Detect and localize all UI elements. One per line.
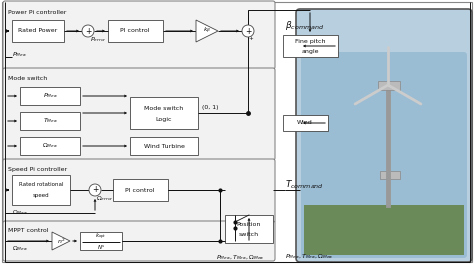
FancyBboxPatch shape (3, 221, 275, 261)
Bar (283, 115, 328, 131)
Bar (20, 112, 80, 130)
Bar (12, 175, 70, 205)
Text: $\beta_{command}$: $\beta_{command}$ (285, 18, 324, 31)
Bar (380, 171, 400, 179)
Bar (12, 20, 64, 42)
Text: +: + (85, 26, 91, 35)
Text: Logic: Logic (156, 117, 172, 122)
Text: $n^2$: $n^2$ (57, 236, 65, 246)
FancyBboxPatch shape (301, 52, 467, 258)
Text: (0, 1): (0, 1) (202, 105, 219, 110)
Text: PI control: PI control (120, 29, 150, 34)
Text: $P_{error}$: $P_{error}$ (90, 36, 107, 44)
Text: $k_\beta$: $k_\beta$ (203, 26, 211, 36)
Bar (20, 87, 80, 105)
Text: $N^s$: $N^s$ (97, 244, 105, 252)
Circle shape (89, 184, 101, 196)
Circle shape (242, 25, 254, 37)
Polygon shape (196, 20, 218, 42)
Text: $P_{Mea}$: $P_{Mea}$ (43, 92, 57, 100)
FancyBboxPatch shape (3, 159, 275, 223)
Text: $\Omega_{Mea}$: $\Omega_{Mea}$ (12, 209, 27, 218)
Text: $P_{Mea}$: $P_{Mea}$ (12, 50, 27, 59)
Text: Mode switch: Mode switch (145, 106, 183, 111)
Text: +: + (245, 26, 251, 35)
Text: angle: angle (301, 50, 319, 54)
Text: Power Pi controller: Power Pi controller (8, 10, 66, 15)
Text: Fine pitch: Fine pitch (295, 40, 325, 45)
Text: Rated rotational: Rated rotational (19, 182, 63, 187)
Text: $\Omega_{error}$: $\Omega_{error}$ (96, 195, 114, 204)
Bar (225, 215, 273, 243)
Circle shape (82, 25, 94, 37)
Text: Mode switch: Mode switch (8, 76, 47, 81)
Bar (304, 205, 464, 255)
Bar (108, 20, 163, 42)
Bar (80, 232, 122, 250)
Text: $k_{opt}$: $k_{opt}$ (95, 232, 107, 242)
Text: +: + (92, 186, 98, 195)
Text: $T_{Mea}$: $T_{Mea}$ (43, 116, 57, 125)
Text: Rated Power: Rated Power (18, 29, 58, 34)
FancyBboxPatch shape (3, 1, 275, 69)
FancyBboxPatch shape (3, 68, 275, 160)
Text: PI control: PI control (125, 187, 155, 192)
Text: $P_{Mea}, T_{Mea}, \Omega_{Mea}$: $P_{Mea}, T_{Mea}, \Omega_{Mea}$ (216, 254, 264, 262)
Text: Speed Pi controller: Speed Pi controller (8, 167, 67, 172)
Text: +: + (249, 36, 254, 41)
Bar (283, 35, 338, 57)
Bar (113, 179, 168, 201)
Text: $\Omega_{Mea}$: $\Omega_{Mea}$ (42, 142, 58, 150)
Text: $T_{command}$: $T_{command}$ (285, 179, 324, 191)
FancyBboxPatch shape (296, 9, 472, 262)
Text: MPPT control: MPPT control (8, 228, 48, 233)
Text: Position: Position (237, 221, 261, 227)
Text: $P_{Mea}, T_{Mea}, \Omega_{Mea}$: $P_{Mea}, T_{Mea}, \Omega_{Mea}$ (285, 253, 333, 261)
Bar (378, 81, 400, 90)
Bar (20, 137, 80, 155)
Text: $\Omega_{Mea}$: $\Omega_{Mea}$ (12, 244, 27, 253)
Bar (130, 137, 198, 155)
Polygon shape (52, 232, 70, 250)
Text: Wind Turbine: Wind Turbine (144, 144, 184, 148)
Text: speed: speed (33, 194, 49, 199)
Text: switch: switch (239, 233, 259, 238)
Bar (130, 97, 198, 129)
Text: Wind: Wind (297, 120, 313, 125)
